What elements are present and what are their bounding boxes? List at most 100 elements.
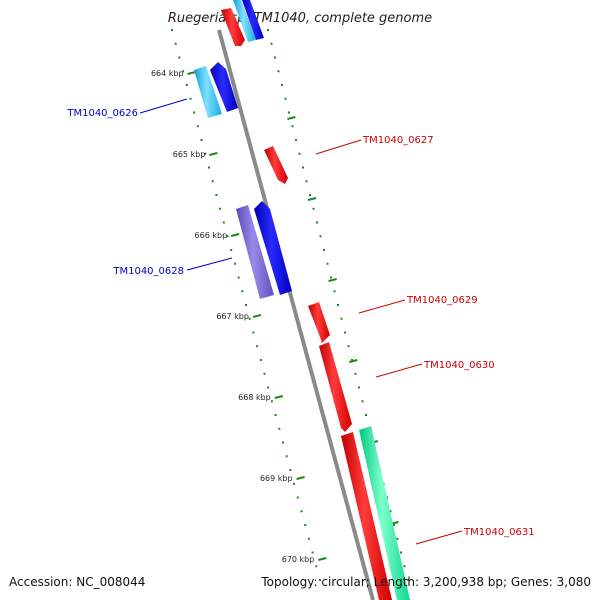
outer-guide-dot <box>302 166 304 169</box>
label-tm1040-0628[interactable]: TM1040_0628 <box>112 266 184 277</box>
tick-mark <box>187 71 196 75</box>
outer-guide-dot <box>358 386 360 389</box>
leader-tm1040-0630 <box>375 363 423 378</box>
genome-title: Ruegeria sp. TM1040, complete genome <box>168 11 432 26</box>
inner-guide-dot <box>285 455 288 458</box>
gene-tm1040-0626-a[interactable] <box>194 66 222 118</box>
inner-guide-dot <box>211 180 214 183</box>
tick-label: 664 kbp <box>151 69 184 78</box>
leader-tm1040-0631 <box>415 530 463 545</box>
outer-guide-dot <box>361 400 364 403</box>
tick-label: 665 kbp <box>173 150 206 159</box>
gene-tm1040-0626-b[interactable] <box>210 62 238 112</box>
outer-guide-dot <box>312 207 315 210</box>
inner-guide-dot <box>182 70 185 73</box>
gene-tm1040-0629[interactable] <box>308 302 330 343</box>
outer-guide-dot <box>326 262 329 265</box>
inner-guide-dot <box>270 400 273 403</box>
gene-tm1040-0627[interactable] <box>264 146 288 184</box>
inner-guide-dot <box>307 537 310 540</box>
gene-tm1040-0631-a[interactable] <box>341 432 392 600</box>
inner-guide-dot <box>193 111 196 114</box>
tick-mark <box>209 152 218 156</box>
tick-label: 669 kbp <box>260 474 293 483</box>
inner-guide-dot <box>189 97 192 100</box>
label-tm1040-0630[interactable]: TM1040_0630 <box>423 360 495 371</box>
outer-guide-dot <box>396 537 399 540</box>
gene-tm1040-0631-b[interactable] <box>359 426 410 600</box>
outer-guide-dot <box>403 565 406 568</box>
kbp-scale: 664 kbp 665 kbp 666 kbp 667 kbp 668 kbp 669 k… <box>151 69 399 564</box>
gene-top-blue[interactable] <box>242 0 264 40</box>
outer-guide-dot <box>340 317 343 320</box>
outer-guide-dot <box>298 152 301 155</box>
inner-guide-dot <box>204 152 207 155</box>
outer-guide-dot <box>267 29 269 31</box>
inner-guide-dot <box>319 579 321 581</box>
label-tm1040-0631[interactable]: TM1040_0631 <box>463 527 535 538</box>
outer-tick-mark <box>328 278 337 282</box>
inner-guide-dot <box>241 290 244 293</box>
inner-guide-dot <box>219 207 222 210</box>
outer-guide-dot <box>274 56 276 59</box>
inner-guide-dot <box>178 56 181 59</box>
outer-guide-dot <box>284 97 287 100</box>
outer-guide-dot <box>337 304 339 306</box>
gene-top-red[interactable] <box>221 8 245 46</box>
outer-guide-dot <box>309 194 311 196</box>
outer-guide-dot <box>344 331 346 334</box>
inner-guide-dot <box>259 359 262 361</box>
inner-guide-dot <box>200 139 203 141</box>
inner-guide-dot <box>289 469 292 471</box>
outer-guide-dot <box>347 345 350 348</box>
gene-tm1040-0628-a[interactable] <box>236 205 274 299</box>
tick-label: 666 kbp <box>195 231 228 240</box>
outer-tick-mark <box>287 116 296 120</box>
inner-guide-dot <box>237 276 240 279</box>
inner-guide-dot <box>296 496 299 499</box>
outer-guide-dot <box>288 111 290 114</box>
outer-guide-dot <box>319 235 322 238</box>
inner-guide-dot <box>293 482 296 485</box>
genome-backbone <box>217 29 375 600</box>
leader-tm1040-0628 <box>186 257 233 271</box>
outer-guide-dot <box>330 276 332 279</box>
gene-tm1040-0630[interactable] <box>319 342 352 432</box>
outer-guide-dot <box>393 524 395 526</box>
outer-guide-dot <box>389 510 392 513</box>
inner-guide-dot <box>267 386 270 389</box>
gene-top-cyan[interactable] <box>233 0 256 42</box>
label-tm1040-0626[interactable]: TM1040_0626 <box>66 108 138 119</box>
outer-guide-dot <box>400 551 402 554</box>
label-tm1040-0629[interactable]: TM1040_0629 <box>406 295 478 306</box>
outer-guide-dot <box>295 139 297 141</box>
outer-guide-dot <box>351 359 353 361</box>
accession-text: Accession: NC_008044 <box>9 575 145 589</box>
genome-summary-text: Topology: circular; Length: 3,200,938 bp… <box>260 575 591 589</box>
inner-guide-dot <box>196 125 199 128</box>
inner-guide-dot <box>230 249 233 251</box>
inner-guide-dot <box>311 551 314 554</box>
inner-guide-dot <box>252 331 255 334</box>
inner-guide-dot <box>171 29 173 31</box>
inner-guide-dot <box>208 166 210 169</box>
tick-mark <box>252 314 262 318</box>
gene-tm1040-0628-b[interactable] <box>254 201 292 295</box>
outer-guide-dot <box>365 414 367 416</box>
inner-guide-dot <box>185 84 188 86</box>
outer-tick-mark <box>307 197 317 201</box>
outer-guide-dot <box>407 579 409 581</box>
label-tm1040-0627[interactable]: TM1040_0627 <box>362 135 434 146</box>
inner-guide-dot <box>226 235 229 238</box>
tick-mark <box>274 395 283 399</box>
outer-guide-dot <box>323 249 325 251</box>
outer-guide-dot <box>305 180 308 183</box>
outer-guide-dot <box>333 290 336 293</box>
inner-guide-dot <box>263 372 266 375</box>
inner-guide-dot <box>282 441 284 444</box>
tick-label: 670 kbp <box>282 555 315 564</box>
tick-label: 667 kbp <box>216 312 249 321</box>
inner-guide-dot <box>300 510 303 513</box>
inner-guide-dot <box>245 304 247 306</box>
